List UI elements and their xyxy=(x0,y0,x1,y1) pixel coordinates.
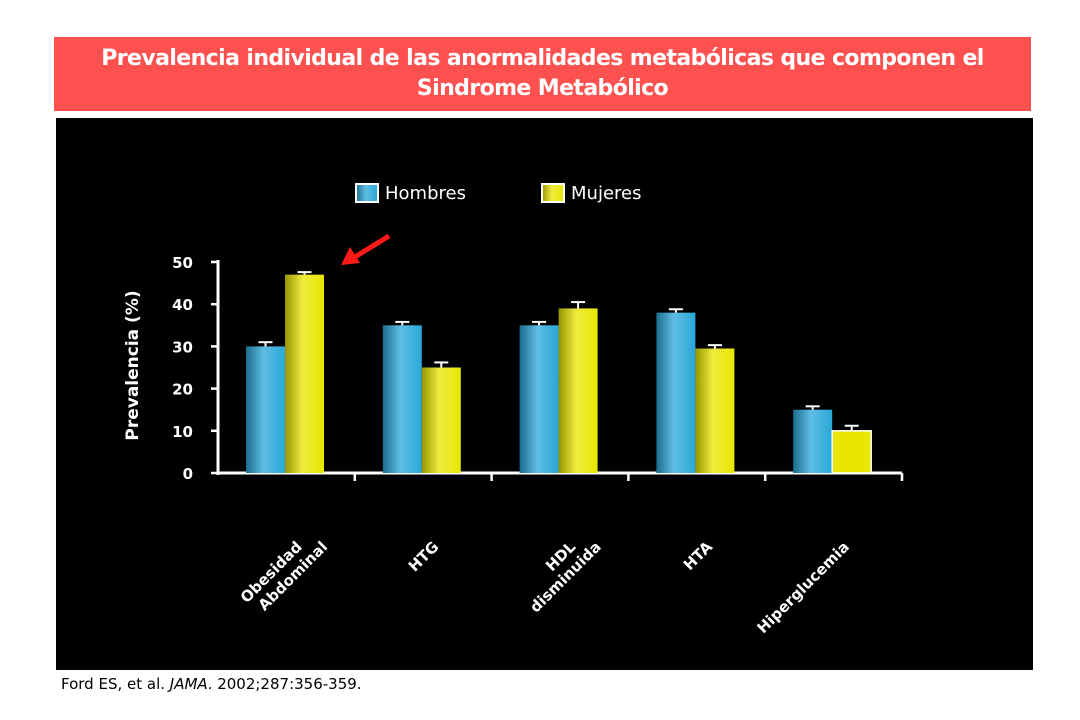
citation-authors: Ford ES, et al. xyxy=(61,675,170,693)
y-tick-label: 10 xyxy=(172,423,193,441)
bar-hombres xyxy=(382,325,422,473)
bar-mujeres xyxy=(558,308,598,473)
x-category-label: HTA xyxy=(680,537,717,574)
citation: Ford ES, et al. JAMA. 2002;287:356-359. xyxy=(61,675,362,693)
x-tick-label: HTG xyxy=(405,538,443,576)
bar-mujeres xyxy=(831,430,872,474)
bar-hombres xyxy=(246,346,285,473)
bar-mujeres xyxy=(421,367,461,473)
y-tick-label: 50 xyxy=(172,254,193,272)
legend-swatch-hombres xyxy=(355,183,379,203)
bar-mujeres xyxy=(695,348,735,473)
y-tick-label: 30 xyxy=(172,338,193,356)
x-category-label: HTG xyxy=(405,538,443,576)
annotation-arrow-head xyxy=(341,247,360,265)
bar-hombres xyxy=(793,409,833,473)
x-category-label: Hiperglucemia xyxy=(753,538,852,637)
y-tick-label: 0 xyxy=(183,465,193,483)
bar-hombres xyxy=(656,312,696,473)
legend-swatch-mujeres xyxy=(541,183,565,203)
citation-journal: JAMA xyxy=(169,675,208,693)
annotation-arrow-shaft xyxy=(348,233,391,263)
x-tick-label: Hiperglucemia xyxy=(753,538,852,637)
chart-title: Prevalencia individual de las anormalida… xyxy=(101,46,984,101)
legend-label-hombres: Hombres xyxy=(385,183,466,204)
citation-details: . 2002;287:356-359. xyxy=(207,675,362,693)
bar-hombres xyxy=(519,325,559,473)
x-tick-label: HTA xyxy=(680,537,717,574)
y-tick-label: 40 xyxy=(172,296,193,314)
y-tick-label: 20 xyxy=(172,381,193,399)
legend-label-mujeres: Mujeres xyxy=(571,183,641,204)
y-axis-label: Prevalencia (%) xyxy=(123,290,143,440)
bar-mujeres xyxy=(285,274,324,473)
bar-chart: 0 10 20 30 40 50 Prevalencia (%) ObesidadAbdomi… xyxy=(123,183,904,637)
chart-panel: 0 10 20 30 40 50 Prevalencia (%) Obesidad Abdomi… xyxy=(56,118,1033,670)
title-banner: Prevalencia individual de las anormalida… xyxy=(54,37,1031,111)
